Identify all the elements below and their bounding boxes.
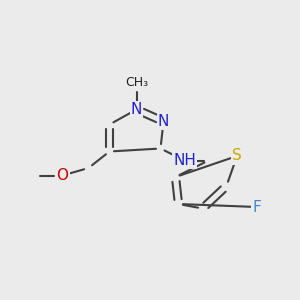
Text: N: N (131, 102, 142, 117)
Text: N: N (158, 114, 169, 129)
Text: CH₃: CH₃ (125, 76, 148, 89)
Text: O: O (56, 168, 68, 183)
Text: F: F (252, 200, 261, 214)
Text: NH: NH (173, 153, 196, 168)
Text: S: S (232, 148, 242, 164)
